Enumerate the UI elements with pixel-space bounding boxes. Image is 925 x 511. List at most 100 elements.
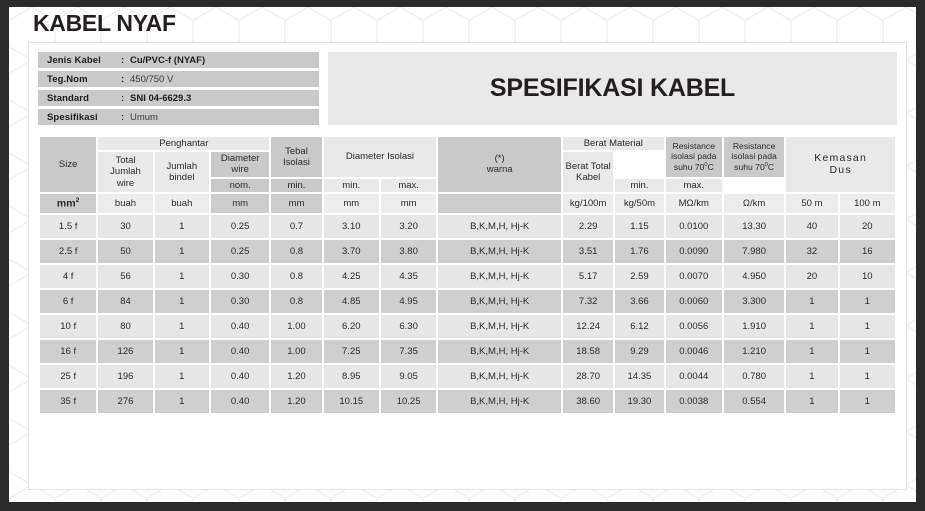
unit-dus-50m: 50 m <box>786 193 838 213</box>
header-diameter-isolasi-max: max. <box>380 178 437 192</box>
header-diameter-wire: Diameter wire <box>210 152 270 177</box>
header-warna-line1: (*) <box>494 153 505 165</box>
top-strip: Jenis Kabel : Cu/PVC-f (NYAF) Teg.Nom : … <box>38 52 897 128</box>
info-separator: : <box>121 54 125 66</box>
info-label-spesifikasi: Spesifikasi <box>47 111 98 123</box>
cell-berat-100m: 28.70 <box>563 364 614 388</box>
header-kemasan-line2: Dus <box>829 164 852 177</box>
header-bindel-line2: bindel <box>169 172 195 183</box>
cell-resistance-min: 0.0056 <box>665 314 722 338</box>
info-row-spesifikasi: Spesifikasi : Umum <box>38 109 319 125</box>
banner: SPESIFIKASI KABEL <box>328 52 897 125</box>
degree-superscript-icon: 0 <box>704 162 708 169</box>
header-berat-line1: Berat Total <box>565 160 611 172</box>
cell-diameter-wire: 0.40 <box>210 364 270 388</box>
cell-jumlah-bindel: 1 <box>154 264 209 288</box>
info-label-jenis-kabel: Jenis Kabel <box>47 54 101 66</box>
table-row: 25 f 196 1 0.40 1.20 8.95 9.05 B,K,M,H, Hj-K 28.… <box>40 364 895 388</box>
cell-berat-50m: 3.66 <box>615 289 664 313</box>
header-warna-line2: warna <box>486 164 513 176</box>
cell-size: 6 f <box>40 289 97 313</box>
cell-berat-100m: 3.51 <box>563 239 614 263</box>
header-tebal-isolasi-min: min. <box>271 178 322 192</box>
cell-diameter-wire: 0.40 <box>210 339 270 363</box>
cell-tebal-isolasi: 0.8 <box>271 239 322 263</box>
cell-warna: B,K,M,H, Hj-K <box>438 364 561 388</box>
cell-tebal-isolasi: 1.20 <box>271 389 322 413</box>
info-label-standard: Standard <box>47 92 89 104</box>
header-resistance-min: Resistance isolasi pada suhu 700C <box>665 137 722 177</box>
cell-diameter-isolasi-max: 7.35 <box>380 339 437 363</box>
cell-diameter-isolasi-max: 4.35 <box>380 264 437 288</box>
cell-size: 35 f <box>40 389 97 413</box>
cell-berat-100m: 2.29 <box>563 214 614 238</box>
unit-resistance-min: MΩ/km <box>665 193 722 213</box>
info-row-standard: Standard : SNI 04-6629.3 <box>38 90 319 106</box>
header-resistance-max-text: Resistance isolasi pada suhu 70 <box>731 140 777 173</box>
table-row: 6 f 84 1 0.30 0.8 4.85 4.95 B,K,M,H, Hj-K 7.32 3.… <box>40 289 895 313</box>
cell-diameter-isolasi-min: 6.20 <box>323 314 379 338</box>
cell-warna: B,K,M,H, Hj-K <box>438 264 561 288</box>
info-separator: : <box>121 111 125 123</box>
cell-warna: B,K,M,H, Hj-K <box>438 289 561 313</box>
header-total-jumlah-wire: Total Jumlah wire <box>98 152 153 192</box>
cell-total-jumlah-wire: 80 <box>98 314 153 338</box>
cell-jumlah-bindel: 1 <box>154 389 209 413</box>
header-row-3: nom. min. min. max. min. max. <box>40 178 895 192</box>
cell-warna: B,K,M,H, Hj-K <box>438 239 561 263</box>
cell-size: 4 f <box>40 264 97 288</box>
cell-tebal-isolasi: 1.00 <box>271 339 322 363</box>
cell-berat-50m: 19.30 <box>615 389 664 413</box>
cell-resistance-max: 0.780 <box>723 364 785 388</box>
header-berat-material: Berat Material <box>563 137 664 151</box>
cell-dus-100m: 1 <box>839 289 895 313</box>
cell-berat-50m: 14.35 <box>615 364 664 388</box>
cell-resistance-min: 0.0046 <box>665 339 722 363</box>
info-row-teg-nom: Teg.Nom : 450/750 V <box>38 71 319 87</box>
header-size: Size <box>40 137 97 192</box>
cell-diameter-isolasi-max: 6.30 <box>380 314 437 338</box>
cable-info-block: Jenis Kabel : Cu/PVC-f (NYAF) Teg.Nom : … <box>38 52 319 128</box>
info-value-standard: SNI 04-6629.3 <box>130 92 192 104</box>
info-separator: : <box>121 73 125 85</box>
cell-resistance-min: 0.0044 <box>665 364 722 388</box>
header-berat-total-kabel: Berat Total Kabel <box>563 152 614 192</box>
cell-resistance-max: 1.910 <box>723 314 785 338</box>
cell-diameter-isolasi-min: 3.10 <box>323 214 379 238</box>
header-resistance-max: Resistance isolasi pada suhu 700C <box>723 137 785 177</box>
header-kemasan-line1: Kemasan <box>814 152 868 165</box>
cell-size: 25 f <box>40 364 97 388</box>
unit-diameter-isolasi-max: mm <box>380 193 437 213</box>
info-separator: : <box>121 92 125 104</box>
unit-size-text: mm <box>56 197 76 210</box>
header-warna: (*) warna <box>438 137 561 192</box>
cell-total-jumlah-wire: 56 <box>98 264 153 288</box>
header-jumlah-bindel: Jumlah bindel <box>154 152 209 192</box>
cell-resistance-min: 0.0060 <box>665 289 722 313</box>
table-head: Size Penghantar Tebal Isolasi Diameter I… <box>40 137 895 213</box>
cell-dus-100m: 1 <box>839 364 895 388</box>
cell-diameter-isolasi-min: 8.95 <box>323 364 379 388</box>
cell-diameter-isolasi-max: 3.80 <box>380 239 437 263</box>
cell-jumlah-bindel: 1 <box>154 364 209 388</box>
table-row: 4 f 56 1 0.30 0.8 4.25 4.35 B,K,M,H, Hj-K 5.17 2.… <box>40 264 895 288</box>
cell-resistance-max: 4.950 <box>723 264 785 288</box>
cell-diameter-isolasi-min: 4.25 <box>323 264 379 288</box>
cell-tebal-isolasi: 0.8 <box>271 264 322 288</box>
header-dwire-line1: Diameter <box>220 153 260 165</box>
header-resistance-min-tail: C <box>707 162 714 173</box>
header-row-1: Size Penghantar Tebal Isolasi Diameter I… <box>40 137 895 192</box>
unit-diameter-isolasi-min: mm <box>323 193 379 213</box>
unit-tebal-isolasi: mm <box>271 193 322 213</box>
cell-diameter-isolasi-max: 3.20 <box>380 214 437 238</box>
header-bindel-line1: Jumlah <box>166 160 198 172</box>
info-value-spesifikasi: Umum <box>130 111 158 123</box>
cell-resistance-max: 0.554 <box>723 389 785 413</box>
cell-total-jumlah-wire: 30 <box>98 214 153 238</box>
header-row-2: Total Jumlah wire Jumlah bindel Diameter… <box>40 152 895 192</box>
cell-dus-100m: 1 <box>839 339 895 363</box>
header-diameter-isolasi-min: min. <box>323 178 379 192</box>
cell-dus-100m: 16 <box>839 239 895 263</box>
cell-berat-100m: 12.24 <box>563 314 614 338</box>
